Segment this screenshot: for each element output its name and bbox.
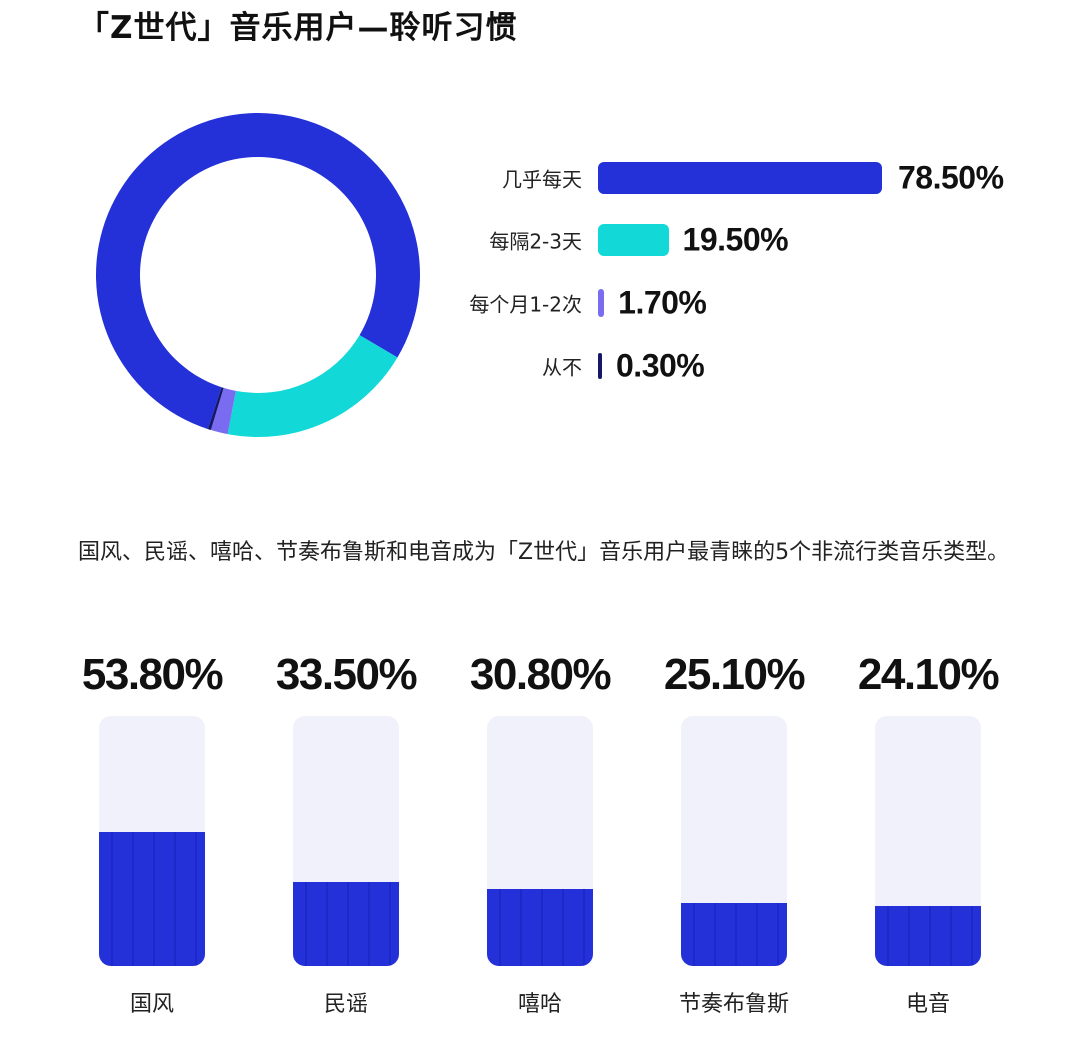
genre-bar-track	[487, 716, 593, 966]
frequency-value: 78.50%	[898, 159, 1004, 196]
genre-bar-track	[681, 716, 787, 966]
frequency-bar	[598, 224, 669, 256]
frequency-value: 1.70%	[618, 284, 707, 321]
genre-value: 53.80%	[81, 650, 224, 699]
frequency-row: 每个月1-2次 1.70%	[420, 283, 1040, 323]
genre-bar	[487, 889, 593, 966]
frequency-row: 从不 0.30%	[420, 346, 1040, 386]
frequency-value: 19.50%	[682, 221, 789, 258]
genre-bar-track	[875, 716, 981, 966]
genre-label: 嘻哈	[517, 992, 562, 1017]
frequency-label: 每隔2-3天	[489, 229, 582, 254]
page-title: 「Z世代」音乐用户—聆听习惯	[78, 10, 518, 46]
frequency-row: 几乎每天 78.50%	[420, 158, 1040, 198]
genre-bar-track	[293, 716, 399, 966]
donut-slice-2	[227, 335, 398, 437]
frequency-bar	[598, 162, 882, 194]
frequency-label: 几乎每天	[502, 167, 582, 192]
genre-value: 25.10%	[663, 650, 806, 699]
genre-value: 33.50%	[275, 650, 418, 699]
donut-slice-3	[210, 387, 236, 435]
genre-bar	[875, 905, 981, 966]
genre-bar	[99, 831, 205, 966]
donut-slice-4	[207, 387, 224, 430]
frequency-row: 每隔2-3天 19.50%	[420, 220, 1040, 260]
genre-value: 30.80%	[469, 650, 612, 699]
frequency-value: 0.30%	[616, 347, 705, 384]
donut-chart	[95, 113, 420, 437]
genre-label: 节奏布鲁斯	[678, 992, 789, 1017]
genre-bar	[681, 903, 787, 966]
genre-bar	[293, 882, 399, 966]
frequency-bar	[598, 289, 605, 317]
genre-label: 民谣	[323, 992, 368, 1017]
frequency-label: 每个月1-2次	[469, 292, 582, 317]
genre-description: 国风、民谣、嘻哈、节奏布鲁斯和电音成为「Z世代」音乐用户最青睐的5个非流行类音乐…	[78, 540, 1010, 565]
genre-label: 国风	[129, 992, 174, 1017]
frequency-bar	[598, 353, 602, 379]
frequency-label: 从不	[542, 355, 582, 380]
genre-bar-track	[99, 716, 205, 966]
genre-value: 24.10%	[857, 650, 1000, 699]
genre-label: 电音	[905, 992, 950, 1017]
